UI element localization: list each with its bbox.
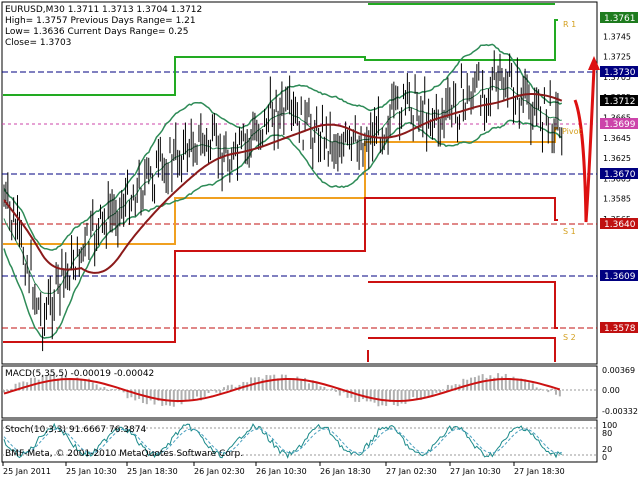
price-tick: 1.3725 (603, 53, 631, 62)
price-tick: 1.3625 (603, 154, 631, 163)
chart-info: EURUSD,M30 1.3711 1.3713 1.3704 1.3712 H… (5, 5, 202, 48)
stat-line-2: Low= 1.3636 Current Days Range= 0.25 (5, 27, 188, 37)
time-tick: 27 Jan 18:30 (514, 467, 565, 476)
svg-text:1.3761: 1.3761 (604, 14, 636, 24)
forecast-arrow (573, 56, 600, 223)
price-tick: 1.3645 (603, 134, 631, 143)
pivot-label-s1: S 1 (563, 227, 576, 236)
price-level-markers: 1.3761 1.3730 1.3712 1.3699 1.3670 1.3640 1.36… (600, 12, 638, 334)
svg-text:1.3699: 1.3699 (604, 120, 636, 130)
symbol-line: EURUSD,M30 1.3711 1.3713 1.3704 1.3712 (5, 5, 202, 15)
stat-line-3: Close= 1.3703 (5, 38, 71, 48)
price-marker: 1.3578 (600, 322, 638, 334)
macd-signal-line (3, 377, 561, 403)
time-tick: 27 Jan 10:30 (450, 467, 501, 476)
price-tick: 1.3585 (603, 195, 631, 204)
time-tick: 26 Jan 18:30 (320, 467, 371, 476)
price-marker: 1.3699 (600, 118, 638, 130)
svg-text:1.3712: 1.3712 (604, 97, 636, 107)
price-marker: 1.3670 (600, 168, 638, 180)
resistance-line (3, 3, 558, 96)
stoch-tick-100: 100 (602, 421, 617, 430)
stoch-tick-80: 80 (602, 429, 612, 438)
svg-text:1.3730: 1.3730 (604, 68, 636, 78)
svg-text:1.3670: 1.3670 (604, 170, 636, 180)
pivot-line (3, 127, 558, 245)
stoch-main-line (3, 422, 562, 459)
stat-line-1: High= 1.3757 Previous Days Range= 1.21 (5, 16, 196, 26)
stoch-watermark: BMF-Meta, © 2001-2010 MetaQuotes Softwar… (5, 449, 243, 459)
macd-tick-mid: 0.00 (602, 386, 620, 395)
moving-average (3, 93, 563, 274)
svg-text:1.3640: 1.3640 (604, 220, 636, 230)
price-panel[interactable] (1, 1, 598, 365)
stoch-label: Stoch(10,3,3) 91.6667 76.3874 (5, 425, 146, 435)
time-tick: 25 Jan 18:30 (127, 467, 178, 476)
macd-tick-bot: -0.00332 (602, 407, 638, 416)
time-tick: 25 Jan 2011 (3, 467, 51, 476)
price-tick: 1.3745 (603, 32, 631, 41)
price-candles (3, 50, 563, 352)
price-marker: 1.3609 (600, 270, 638, 282)
support-line (3, 197, 558, 362)
price-marker: 1.3761 (600, 12, 638, 24)
svg-text:1.3609: 1.3609 (604, 272, 636, 282)
pivot-label-r1: R 1 (563, 20, 576, 29)
stoch-signal-line (3, 428, 562, 454)
stoch-tick-0: 0 (602, 453, 607, 462)
macd-tick-top: 0.00369 (602, 366, 635, 375)
time-axis[interactable]: 25 Jan 2011 25 Jan 10:30 25 Jan 18:30 26 Ja… (2, 462, 565, 476)
price-marker: 1.3712 (600, 95, 638, 107)
time-tick: 26 Jan 02:30 (194, 467, 245, 476)
pivot-label-pivot: Pivot (562, 127, 582, 136)
time-tick: 25 Jan 10:30 (66, 467, 117, 476)
price-tick: 1.3705 (603, 73, 631, 82)
time-tick: 27 Jan 02:30 (386, 467, 437, 476)
price-marker: 1.3730 (600, 66, 638, 78)
stoch-tick-20: 20 (602, 445, 612, 454)
price-marker: 1.3640 (600, 218, 638, 230)
pivot-label-s2: S 2 (563, 333, 576, 342)
macd-label: MACD(5,35,5) -0.00019 -0.00042 (5, 369, 154, 379)
stoch-panel[interactable] (1, 419, 598, 463)
svg-text:1.3578: 1.3578 (604, 324, 636, 334)
time-tick: 26 Jan 10:30 (256, 467, 307, 476)
